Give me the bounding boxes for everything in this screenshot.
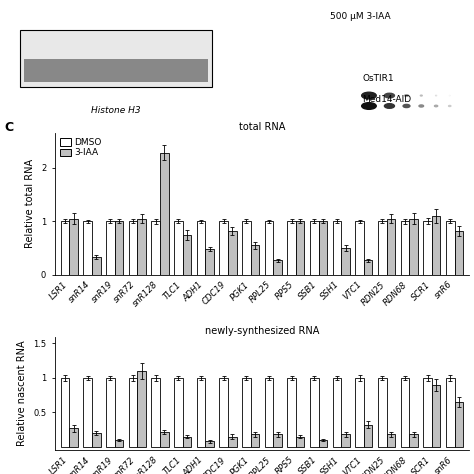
Bar — [160, 432, 169, 447]
Bar — [69, 219, 78, 275]
Bar — [364, 260, 373, 275]
Text: OsTIR1: OsTIR1 — [362, 74, 394, 83]
Bar — [378, 221, 386, 275]
Bar — [446, 378, 455, 447]
Circle shape — [384, 104, 394, 108]
Bar — [409, 435, 418, 447]
Bar — [92, 433, 100, 447]
Bar — [446, 221, 455, 275]
Bar — [386, 435, 395, 447]
Bar — [128, 378, 137, 447]
Bar — [455, 402, 463, 447]
Bar — [92, 257, 100, 275]
Circle shape — [435, 105, 438, 107]
Bar — [319, 440, 327, 447]
Bar — [115, 221, 123, 275]
Bar — [20, 30, 212, 87]
Bar — [106, 378, 115, 447]
Y-axis label: Relative total RNA: Relative total RNA — [26, 159, 36, 248]
Bar — [423, 221, 432, 275]
Bar — [205, 249, 214, 275]
Text: mRNAs: mRNAs — [268, 347, 301, 356]
Bar — [423, 378, 432, 447]
Legend: DMSO, 3-IAA: DMSO, 3-IAA — [59, 137, 103, 158]
Bar — [219, 378, 228, 447]
Bar — [228, 437, 237, 447]
Bar — [273, 260, 282, 275]
Bar — [83, 221, 92, 275]
Text: sn/snoRNAs: sn/snoRNAs — [100, 347, 153, 356]
Circle shape — [448, 106, 451, 107]
Title: newly-synthesized RNA: newly-synthesized RNA — [205, 326, 319, 336]
Bar — [151, 221, 160, 275]
Bar — [287, 221, 296, 275]
Bar — [355, 378, 364, 447]
Bar — [182, 437, 191, 447]
Bar — [228, 231, 237, 275]
Bar — [333, 378, 341, 447]
Bar — [264, 378, 273, 447]
Bar — [242, 221, 251, 275]
Bar — [287, 378, 296, 447]
Bar — [137, 219, 146, 275]
Bar — [455, 231, 463, 275]
Bar — [69, 428, 78, 447]
Bar — [25, 59, 208, 82]
Bar — [386, 219, 395, 275]
Bar — [341, 248, 350, 275]
Bar — [174, 378, 182, 447]
Bar — [160, 153, 169, 275]
Bar — [401, 378, 409, 447]
Bar — [310, 378, 319, 447]
Circle shape — [362, 92, 376, 99]
Bar — [264, 221, 273, 275]
Bar — [151, 378, 160, 447]
Bar — [296, 437, 304, 447]
Bar — [61, 378, 69, 447]
Bar — [401, 221, 409, 275]
Bar — [251, 246, 259, 275]
Bar — [319, 221, 327, 275]
Bar — [197, 221, 205, 275]
Bar — [432, 216, 440, 275]
Bar — [378, 378, 386, 447]
Bar — [61, 221, 69, 275]
Circle shape — [420, 95, 422, 96]
Bar — [310, 221, 319, 275]
Bar — [197, 378, 205, 447]
Bar — [251, 435, 259, 447]
Text: Histone H3: Histone H3 — [91, 106, 141, 115]
Bar — [219, 221, 228, 275]
Bar — [409, 219, 418, 275]
Bar — [432, 385, 440, 447]
Bar — [115, 440, 123, 447]
Text: RNAPIII: RNAPIII — [427, 347, 459, 356]
Bar — [83, 378, 92, 447]
Bar — [182, 235, 191, 275]
Title: total RNA: total RNA — [239, 122, 285, 132]
Bar — [355, 221, 364, 275]
Bar — [341, 435, 350, 447]
Circle shape — [362, 103, 376, 109]
Bar — [242, 378, 251, 447]
Bar — [128, 221, 137, 275]
Text: C: C — [5, 121, 14, 134]
Bar — [364, 425, 373, 447]
Bar — [333, 221, 341, 275]
Y-axis label: Relative nascent RNA: Relative nascent RNA — [18, 341, 27, 446]
Bar — [205, 441, 214, 447]
Bar — [273, 435, 282, 447]
Circle shape — [384, 93, 394, 98]
Text: Med14-AID: Med14-AID — [362, 95, 411, 104]
Circle shape — [405, 95, 408, 96]
Bar — [296, 221, 304, 275]
Text: RNAPI: RNAPI — [384, 347, 411, 356]
Bar — [106, 221, 115, 275]
Circle shape — [403, 104, 410, 108]
Circle shape — [419, 105, 424, 107]
Bar — [137, 371, 146, 447]
Bar — [174, 221, 182, 275]
Text: 500 μM 3-IAA: 500 μM 3-IAA — [330, 12, 391, 21]
